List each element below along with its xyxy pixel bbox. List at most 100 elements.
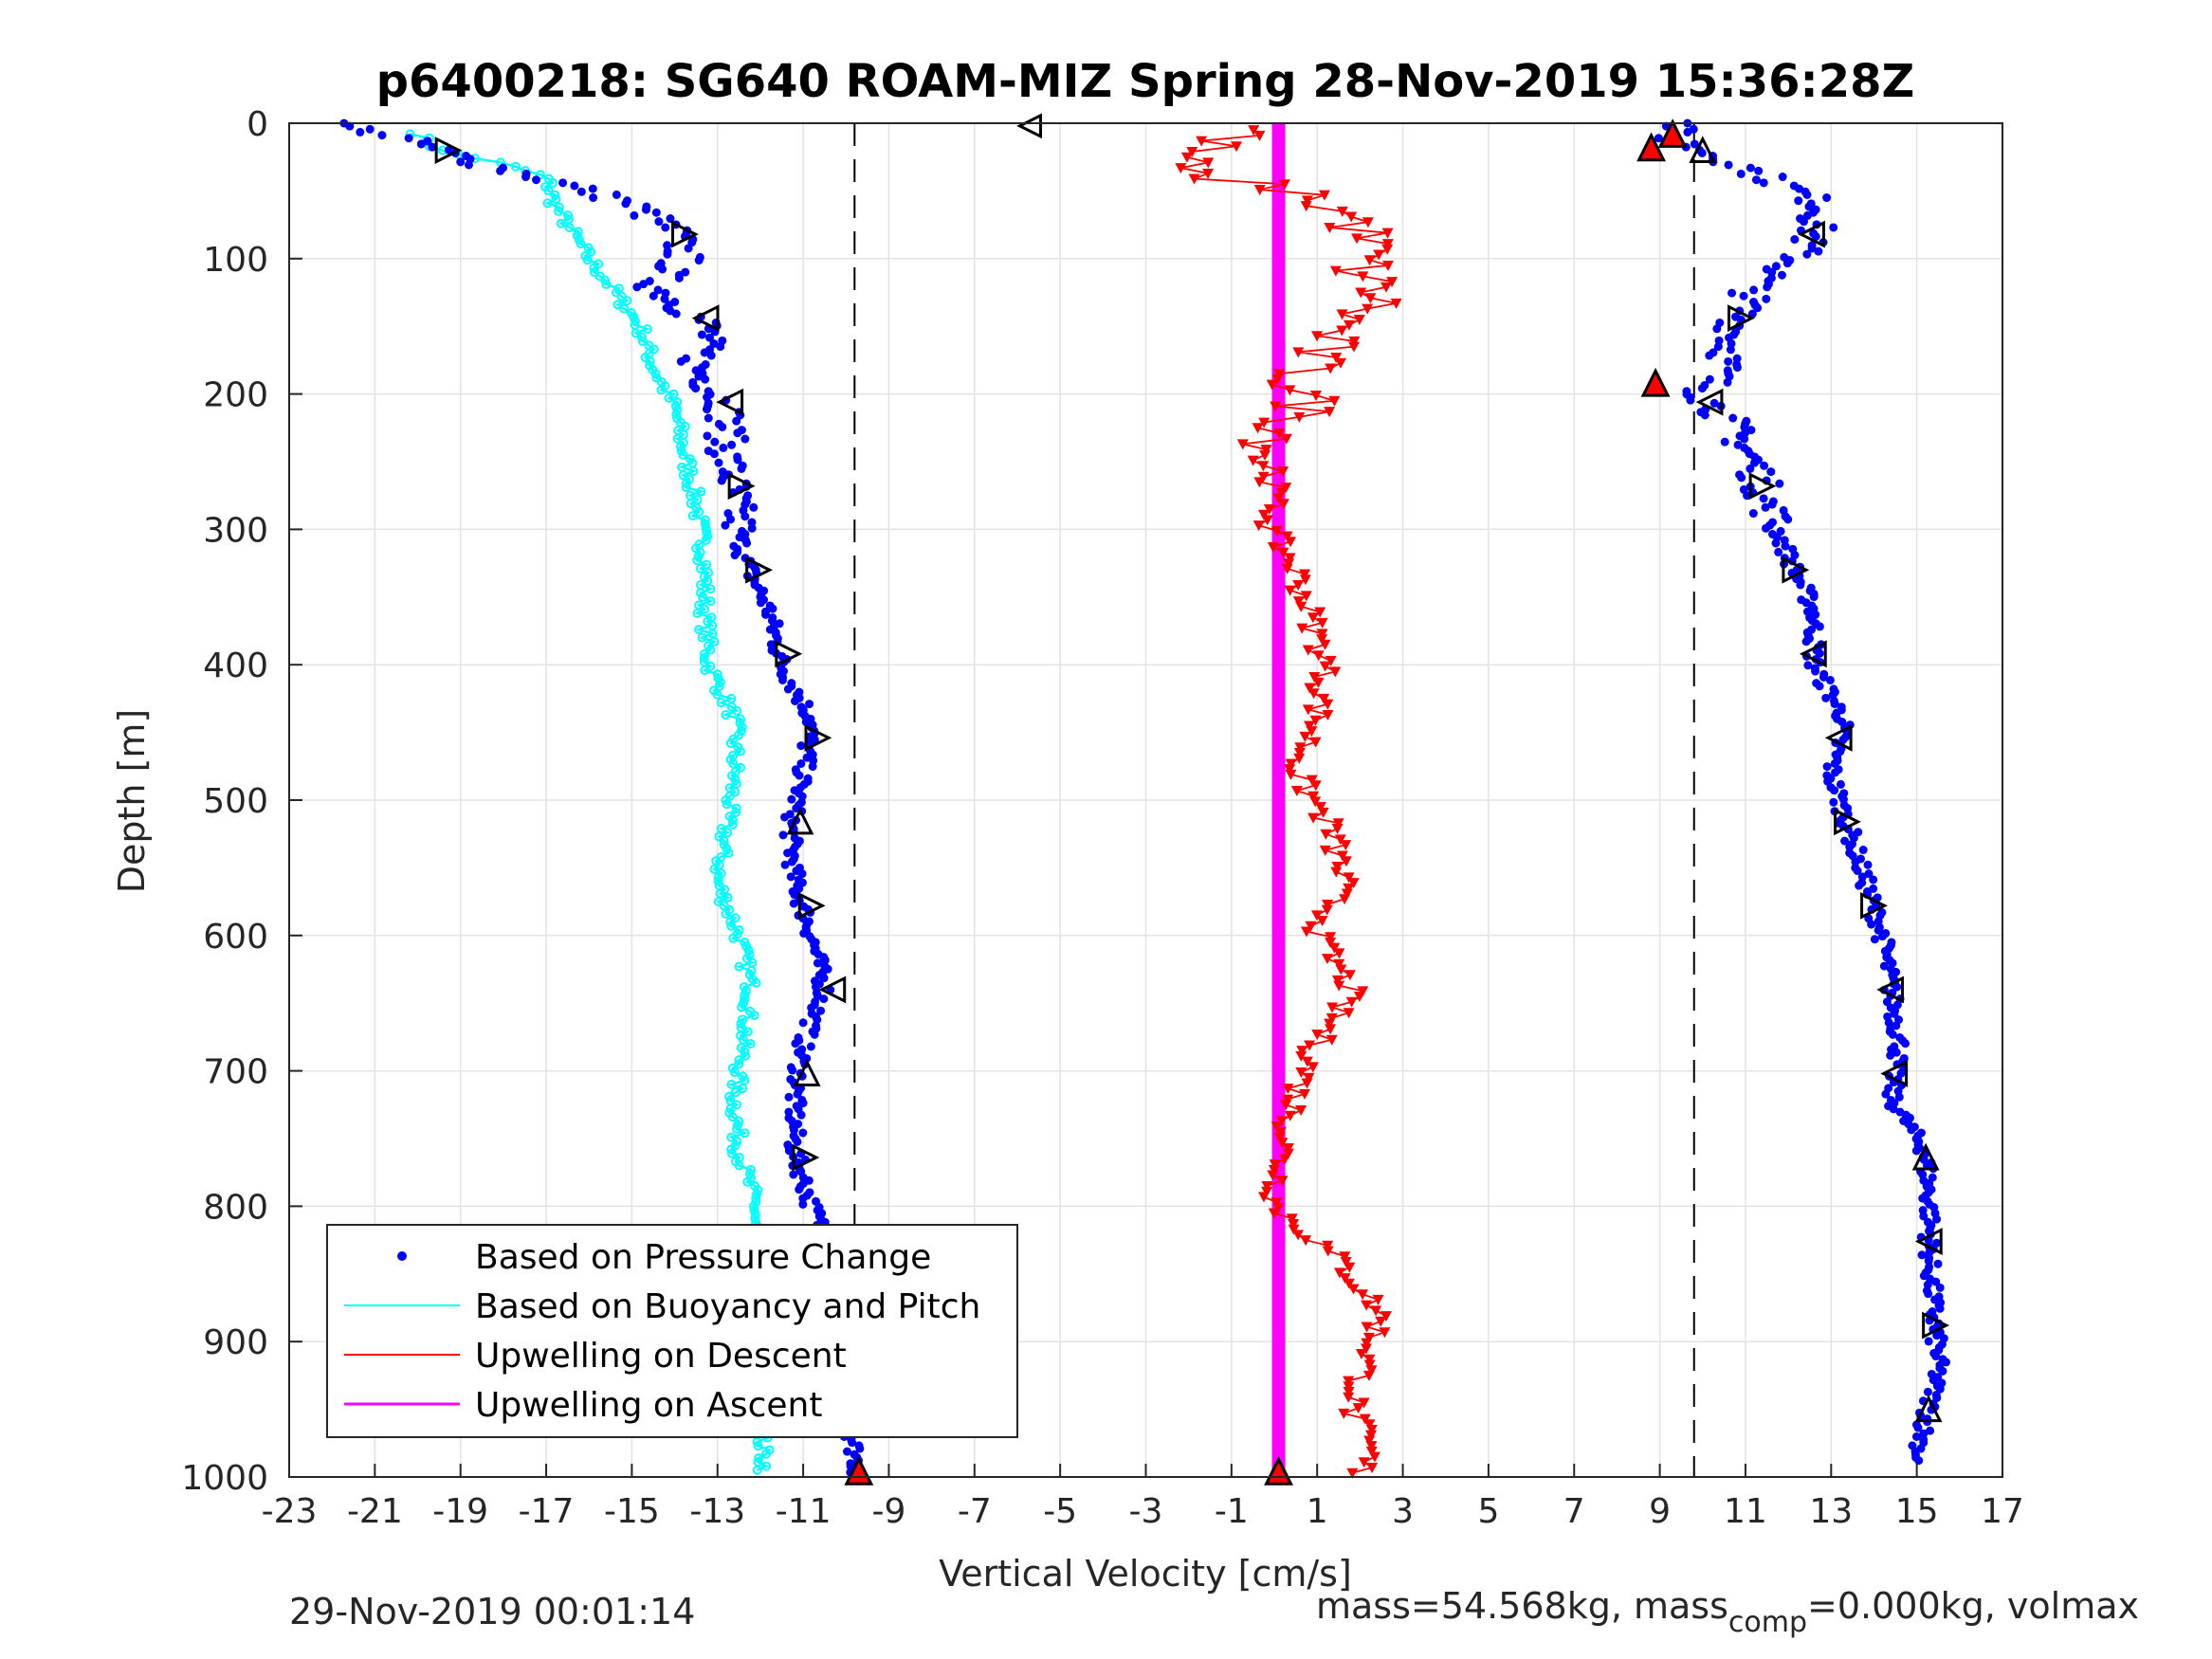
descent-upwelling-point [1324, 407, 1336, 418]
descent-upwelling-point [1365, 1425, 1378, 1436]
descent-upwelling-point [1269, 1159, 1281, 1171]
descent-upwelling-point [1317, 807, 1329, 818]
descent-upwelling-point [1336, 325, 1348, 337]
descent-upwelling-point [1292, 579, 1305, 591]
descent-upwelling-point [1271, 1121, 1283, 1133]
buoyancy-pitch-point [751, 1193, 761, 1203]
descent-upwelling-point [1343, 1278, 1355, 1289]
buoyancy-pitch-point [751, 977, 761, 988]
pressure-change-point [1759, 178, 1768, 188]
descent-upwelling-point [1335, 357, 1347, 369]
descent-upwelling-point [1292, 1230, 1305, 1241]
triangle-marker [1689, 136, 1717, 164]
pressure-change-point [737, 464, 746, 473]
descent-upwelling-point [1257, 461, 1270, 472]
footer-mass-text-rest: =0.000kg, volmax [1807, 1585, 2140, 1627]
pressure-change-point [1686, 395, 1695, 405]
pressure-change-point [1804, 202, 1814, 211]
y-tick-label: 300 [203, 511, 268, 550]
descent-upwelling-point [1322, 954, 1334, 965]
pressure-change-point [1802, 190, 1812, 199]
pressure-change-point [756, 598, 765, 608]
descent-upwelling-point [1309, 715, 1322, 726]
pressure-change-point [733, 428, 742, 438]
pressure-change-point [1778, 173, 1787, 182]
pressure-change-point [1815, 682, 1824, 691]
pressure-change-point [532, 175, 541, 185]
pressure-change-point [1807, 244, 1817, 253]
descent-upwelling-point [1286, 1213, 1298, 1225]
descent-upwelling-point [1280, 1100, 1292, 1111]
triangle-marker [1636, 132, 1666, 162]
legend: Based on Pressure Change Based on Buoyanc… [326, 1224, 1018, 1438]
descent-upwelling-point [1268, 1164, 1280, 1176]
buoyancy-pitch-point [692, 556, 703, 566]
descent-upwelling-point [1325, 1034, 1338, 1046]
descent-upwelling-point [1352, 1403, 1364, 1414]
pressure-change-point [663, 249, 672, 259]
descent-upwelling-point [1307, 688, 1320, 700]
descent-upwelling-point [1346, 1468, 1359, 1479]
triangle-marker [1834, 808, 1861, 836]
pressure-change-point [777, 675, 787, 684]
descent-upwelling-point [1370, 1305, 1382, 1317]
descent-upwelling-point [1347, 1284, 1360, 1295]
descent-upwelling-point [1307, 1062, 1319, 1073]
descent-upwelling-point [1340, 856, 1352, 867]
triangle-marker [1016, 113, 1043, 139]
pressure-change-point [1720, 437, 1729, 447]
buoyancy-pitch-point [700, 665, 710, 675]
pressure-change-point [1759, 494, 1768, 503]
descent-upwelling-point [1340, 1256, 1352, 1267]
descent-upwelling-point [1316, 916, 1328, 927]
pressure-change-point [1728, 413, 1738, 423]
descent-upwelling-point [1275, 1116, 1288, 1127]
buoyancy-pitch-point [753, 1441, 763, 1451]
pressure-change-point [558, 178, 568, 188]
triangle-marker [792, 1143, 820, 1172]
descent-upwelling-point [1363, 255, 1376, 266]
buoyancy-pitch-point [554, 206, 564, 216]
legend-entry-label: Upwelling on Descent [475, 1337, 847, 1376]
pressure-change-point [1870, 935, 1879, 944]
descent-upwelling-point [1284, 764, 1296, 775]
pressure-change-point [1853, 866, 1862, 876]
descent-upwelling-point [1271, 374, 1284, 385]
pressure-change-point [1802, 249, 1812, 259]
pressure-change-point [1811, 231, 1820, 241]
pressure-change-point [1886, 1050, 1895, 1060]
descent-upwelling-point [1343, 1376, 1355, 1387]
pressure-change-point [694, 372, 704, 381]
pressure-change-point [706, 351, 716, 360]
descent-upwelling-point [1260, 445, 1272, 456]
pressure-change-point [1801, 637, 1811, 647]
descent-upwelling-point [1333, 958, 1345, 970]
buoyancy-pitch-point [727, 815, 738, 826]
pressure-change-point [1836, 779, 1845, 789]
descent-upwelling-point [1257, 509, 1270, 520]
descent-upwelling-point [1325, 1012, 1338, 1024]
pressure-change-point [641, 205, 650, 214]
pressure-change-point [718, 422, 727, 431]
x-tick-label: 7 [1563, 1492, 1585, 1531]
descent-upwelling-point [1363, 1419, 1376, 1431]
x-tick-label: 9 [1649, 1492, 1671, 1531]
buoyancy-pitch-point [737, 721, 747, 732]
pressure-change-point [717, 476, 726, 485]
pressure-change-point [740, 434, 750, 444]
y-axis-ticks: 0 100 200 300 400 500 600 700 800 900 1000 [181, 105, 302, 1498]
pressure-change-point [1863, 860, 1873, 869]
descent-upwelling-point [1295, 1105, 1307, 1117]
descent-upwelling-point [1252, 520, 1265, 532]
descent-upwelling-point [1277, 547, 1289, 558]
pressure-change-point [732, 416, 741, 426]
x-axis-ticks: -23 -21 -19 -17 -15 -13 -11 -9 -7 -5 -3 -1 1 3 5 7 9 11 13… [262, 1464, 2024, 1531]
descent-upwelling-point [1381, 244, 1394, 255]
buoyancy-pitch-point [619, 303, 630, 314]
pressure-change-point [726, 515, 736, 524]
descent-upwelling-point [1344, 1262, 1356, 1273]
pressure-change-point [684, 244, 693, 253]
pressure-change-point [1739, 291, 1748, 301]
pressure-change-point [805, 700, 814, 709]
pressure-change-point [1874, 925, 1883, 935]
